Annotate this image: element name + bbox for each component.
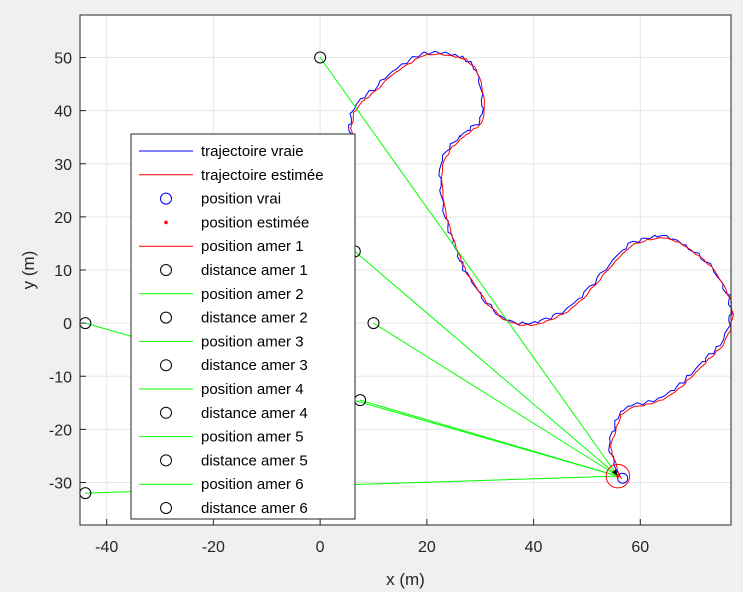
- legend-label: position estimée: [201, 214, 309, 231]
- y-tick-label: -10: [49, 369, 72, 386]
- legend-item: position amer 5: [139, 429, 304, 446]
- y-tick-label: -20: [49, 422, 72, 439]
- legend-item: distance amer 2: [160, 310, 308, 327]
- legend-item: position amer 4: [139, 381, 304, 398]
- legend-circle-swatch: [160, 192, 172, 205]
- legend-label: position amer 4: [201, 381, 304, 398]
- x-tick-label: 60: [631, 539, 649, 556]
- x-tick-label: 40: [525, 539, 543, 556]
- legend-circle-swatch: [160, 264, 172, 276]
- y-axis-title: y (m): [19, 251, 38, 290]
- y-tick-label: 20: [54, 210, 72, 227]
- legend-label: position vrai: [201, 191, 281, 208]
- legend-circle-swatch: [160, 311, 172, 324]
- y-tick-label: 50: [54, 51, 72, 68]
- legend-label: position amer 3: [201, 333, 304, 350]
- legend-label: position amer 6: [201, 476, 304, 493]
- legend-label: position amer 5: [201, 429, 304, 446]
- estimated-position-marker: [616, 474, 620, 478]
- x-tick-label: -40: [95, 539, 118, 556]
- legend-circle-swatch: [160, 454, 172, 467]
- legend-label: distance amer 1: [201, 262, 308, 279]
- legend-item: position amer 1: [139, 238, 304, 255]
- estimated-uncertainty-circle: [605, 463, 631, 489]
- legend: trajectoire vraie trajectoire estimée posi…: [130, 133, 356, 520]
- legend-box: [130, 133, 356, 520]
- y-tick-label: 0: [63, 316, 72, 333]
- legend-item: position amer 3: [139, 333, 304, 350]
- sight-line: [354, 251, 619, 477]
- legend-label: distance amer 2: [201, 310, 308, 327]
- legend-circle-swatch: [160, 406, 172, 419]
- legend-item: distance amer 1: [160, 262, 308, 279]
- sight-line: [373, 322, 619, 477]
- y-tick-label: 30: [54, 157, 72, 174]
- legend-label: position amer 1: [201, 238, 304, 255]
- estimated-trajectory-line: [350, 52, 734, 480]
- legend-label: distance amer 6: [201, 500, 308, 517]
- legend-item: position vrai: [160, 191, 281, 208]
- true-position-marker: [617, 472, 629, 484]
- legend-item: trajectoire estimée: [139, 167, 324, 184]
- y-tick-label: 10: [54, 263, 72, 280]
- legend-label: distance amer 4: [201, 405, 308, 422]
- x-tick-label: 20: [418, 539, 436, 556]
- legend-circle-swatch: [160, 502, 172, 514]
- legend-item: distance amer 6: [160, 500, 308, 517]
- y-tick-label: -30: [49, 476, 72, 493]
- legend-label: trajectoire vraie: [201, 143, 304, 160]
- sight-line: [319, 57, 619, 477]
- legend-circle-swatch: [160, 359, 172, 372]
- x-axis-title: x (m): [386, 570, 425, 589]
- legend-label: distance amer 5: [201, 452, 308, 469]
- legend-label: position amer 2: [201, 286, 304, 303]
- legend-item: trajectoire vraie: [139, 143, 304, 160]
- legend-item: distance amer 3: [160, 357, 308, 374]
- legend-item: position amer 6: [139, 476, 304, 493]
- plot-frame: [79, 14, 732, 526]
- x-tick-label: -20: [202, 539, 225, 556]
- legend-label: distance amer 3: [201, 357, 308, 374]
- y-tick-label: 40: [54, 104, 72, 121]
- legend-item: distance amer 4: [160, 405, 308, 422]
- x-tick-label: 0: [316, 539, 325, 556]
- ticks: -40 -20 0 20 40 60 -30 -20 -10 0 10 20 30 40 50: [49, 51, 649, 557]
- arrow-head: [612, 469, 618, 477]
- legend-label: trajectoire estimée: [201, 167, 324, 184]
- sight-line: [360, 399, 619, 477]
- legend-dot-swatch: [164, 220, 168, 225]
- legend-item: position amer 2: [139, 286, 304, 303]
- legend-item: distance amer 5: [160, 452, 308, 469]
- landmark-marker: [367, 317, 380, 330]
- legend-item: position estimée: [164, 214, 309, 231]
- landmark-marker: [314, 51, 327, 64]
